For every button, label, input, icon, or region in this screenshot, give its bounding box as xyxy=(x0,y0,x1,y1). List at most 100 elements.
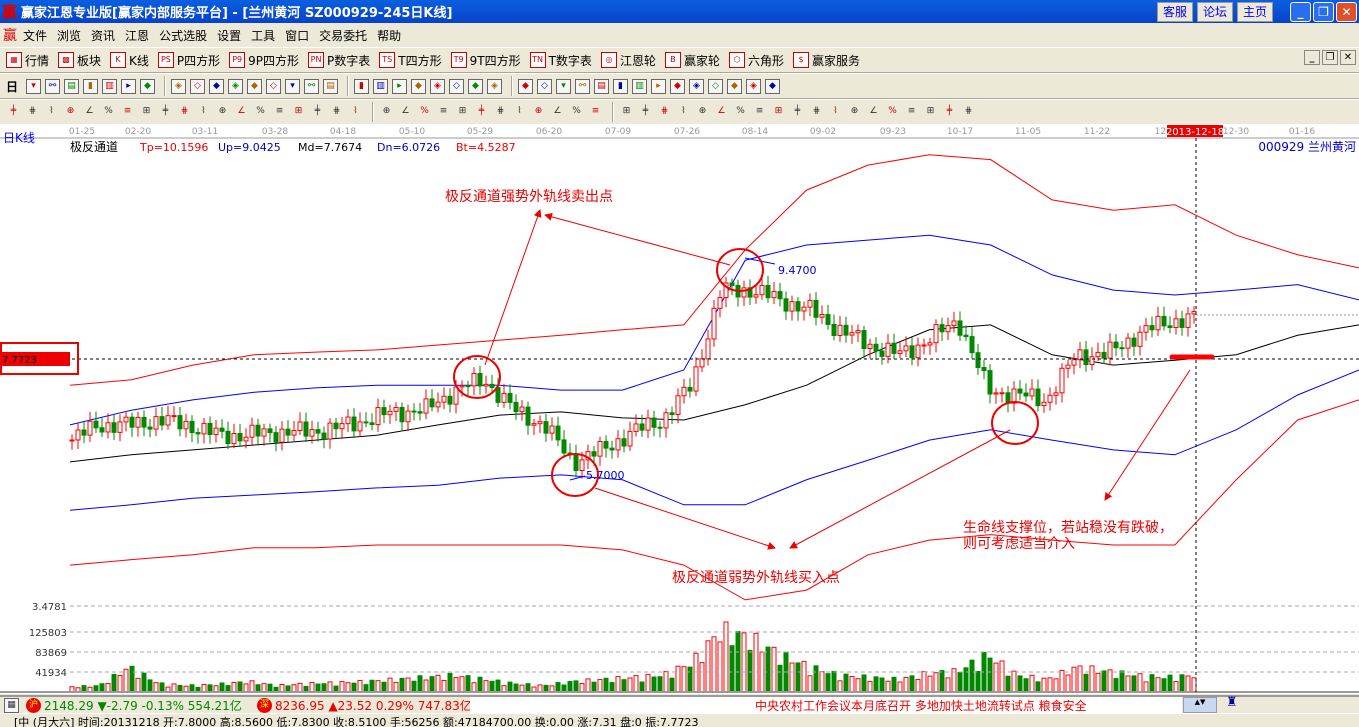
menu-browse[interactable]: 浏览 xyxy=(57,28,82,43)
toolbar-button-blocks[interactable]: ▩ 板块 xyxy=(58,52,101,69)
chart-tool-icon[interactable]: ◈ xyxy=(487,78,503,94)
mdi-restore-button[interactable]: ❐ xyxy=(1322,50,1338,65)
toolbar-button-gann-wheel[interactable]: ◎ 江恩轮 xyxy=(600,52,656,69)
chart-tool-icon[interactable]: ⚯ xyxy=(575,78,591,94)
menu-formula[interactable]: 公式选股 xyxy=(159,28,208,43)
menu-settings[interactable]: 设置 xyxy=(217,28,242,43)
chart-tool-icon[interactable]: ◆ xyxy=(670,78,686,94)
forum-button[interactable]: 论坛 xyxy=(1197,2,1233,22)
chart-tool-icon[interactable]: ◇ xyxy=(708,78,724,94)
chart-tool-icon[interactable]: ▾ xyxy=(556,78,572,94)
drawing-tool-icon[interactable]: ⊞ xyxy=(926,105,935,116)
chart-tool-icon[interactable]: ▸ xyxy=(651,78,667,94)
period-dropdown[interactable]: 日 xyxy=(6,79,19,94)
toolbar-button-t9[interactable]: T9 9T四方形 xyxy=(450,52,521,69)
drawing-tool-icon[interactable]: ╪ xyxy=(478,105,485,116)
chart-tool-icon[interactable]: ◈ xyxy=(430,78,446,94)
menu-gann[interactable]: 江恩 xyxy=(125,28,150,43)
chart-tool-icon[interactable]: ◈ xyxy=(228,78,244,94)
drawing-tool-icon[interactable]: ⋕ xyxy=(496,105,505,116)
drawing-tool-icon[interactable]: ⊕ xyxy=(66,105,75,116)
chart-tool-icon[interactable]: ▸ xyxy=(121,78,137,94)
drawing-tool-icon[interactable]: % xyxy=(888,105,897,116)
service-button[interactable]: 客服 xyxy=(1157,2,1193,22)
chart-tool-icon[interactable]: ◈ xyxy=(689,78,705,94)
chart-tool-icon[interactable]: ▮ xyxy=(83,78,99,94)
chart-tool-icon[interactable]: ◇ xyxy=(266,78,282,94)
drawing-tool-icon[interactable]: % xyxy=(420,105,429,116)
mdi-close-button[interactable]: ✕ xyxy=(1340,50,1356,65)
chart-tool-icon[interactable]: ▥ xyxy=(632,78,648,94)
drawing-tool-icon[interactable]: ⋕ xyxy=(180,105,189,116)
drawing-tool-icon[interactable]: ╪ xyxy=(162,105,169,116)
toolbar-button-ts[interactable]: TS T四方形 xyxy=(379,52,442,69)
chart-tool-icon[interactable]: ◇ xyxy=(449,78,465,94)
drawing-tool-icon[interactable]: ∠ xyxy=(869,105,878,116)
toolbar-button-hexagon[interactable]: ⬡ 六角形 xyxy=(728,52,784,69)
chart-tool-icon[interactable]: ◆ xyxy=(140,78,156,94)
chart-tool-icon[interactable]: ▥ xyxy=(102,78,118,94)
toolbar-button-ps[interactable]: PS P四方形 xyxy=(157,52,220,69)
minimize-button[interactable]: _ xyxy=(1290,2,1311,22)
drawing-tool-icon[interactable]: ╪ xyxy=(794,105,801,116)
chart-tool-icon[interactable]: ⚯ xyxy=(304,78,320,94)
drawing-tool-icon[interactable]: ⊞ xyxy=(294,105,303,116)
drawing-tool-icon[interactable]: ≡ xyxy=(439,105,448,116)
chart-tool-icon[interactable]: ◆ xyxy=(518,78,534,94)
drawing-tool-icon[interactable]: % xyxy=(256,105,265,116)
chart-tool-icon[interactable]: ◆ xyxy=(765,78,781,94)
chart-tool-icon[interactable]: ◇ xyxy=(537,78,553,94)
toolbar-button-big-wheel[interactable]: B 赢家轮 xyxy=(664,52,720,69)
drawing-tool-icon[interactable]: ╪ xyxy=(642,105,649,116)
chart-svg[interactable]: 01-25 02-20 03-11 03-28 04-18 05-10 05-29 06-20… xyxy=(0,124,1359,694)
drawing-tool-icon[interactable]: ∠ xyxy=(237,105,246,116)
mdi-minimize-button[interactable]: _ xyxy=(1304,50,1320,65)
drawing-tool-icon[interactable]: ╪ xyxy=(10,105,17,116)
drawing-tool-icon[interactable]: ⊞ xyxy=(622,105,631,116)
drawing-tool-icon[interactable]: ⋕ xyxy=(964,105,973,116)
chart-tool-icon[interactable]: ▤ xyxy=(64,78,80,94)
toolbar-button-tn[interactable]: TN T数字表 xyxy=(529,52,592,69)
ticker-scroll-buttons[interactable]: ▲▼ xyxy=(1183,697,1217,713)
drawing-tool-icon[interactable]: ⌇ xyxy=(201,105,206,116)
chart-tool-icon[interactable]: ◆ xyxy=(209,78,225,94)
news-ticker[interactable]: 中央农村工作会议本月底召开 多地加快土地流转试点 粮食安全 xyxy=(470,697,1182,713)
chart-tool-icon[interactable]: ▥ xyxy=(373,78,389,94)
chart-tool-icon[interactable]: ▸ xyxy=(392,78,408,94)
drawing-tool-icon[interactable]: ∠ xyxy=(553,105,562,116)
drawing-tool-icon[interactable]: ≡ xyxy=(123,105,132,116)
drawing-tool-icon[interactable]: ∠ xyxy=(85,105,94,116)
drawing-tool-icon[interactable]: % xyxy=(736,105,745,116)
toolbar-button-grid[interactable]: ▦ 行情 xyxy=(6,52,49,69)
drawing-tool-icon[interactable]: % xyxy=(572,105,581,116)
chart-tool-icon[interactable]: ▮ xyxy=(613,78,629,94)
drawing-tool-icon[interactable]: ⊕ xyxy=(698,105,707,116)
drawing-tool-icon[interactable]: % xyxy=(104,105,113,116)
chart-tool-icon[interactable]: ▮ xyxy=(354,78,370,94)
chart-tool-icon[interactable]: ◈ xyxy=(746,78,762,94)
homepage-button[interactable]: 主页 xyxy=(1237,2,1273,22)
chart-tool-icon[interactable]: ▾ xyxy=(26,78,42,94)
drawing-tool-icon[interactable]: ⊕ xyxy=(850,105,859,116)
maximize-button[interactable]: ❐ xyxy=(1313,2,1334,22)
drawing-tool-icon[interactable]: ⊕ xyxy=(382,105,391,116)
drawing-tool-icon[interactable]: ╪ xyxy=(314,105,321,116)
drawing-tool-icon[interactable]: ⋕ xyxy=(660,105,669,116)
chart-tool-icon[interactable]: ◆ xyxy=(247,78,263,94)
chart-tool-icon[interactable]: ▤ xyxy=(323,78,339,94)
drawing-tool-icon[interactable]: ⌇ xyxy=(49,105,54,116)
drawing-tool-icon[interactable]: ⊞ xyxy=(774,105,783,116)
drawing-tool-icon[interactable]: ⌇ xyxy=(833,105,838,116)
kline-chart[interactable]: 01-25 02-20 03-11 03-28 04-18 05-10 05-29 06-20… xyxy=(0,124,1359,694)
drawing-tool-icon[interactable]: ⌇ xyxy=(681,105,686,116)
drawing-tool-icon[interactable]: ≡ xyxy=(275,105,284,116)
drawing-tool-icon[interactable]: ∠ xyxy=(717,105,726,116)
drawing-tool-icon[interactable]: ⊕ xyxy=(218,105,227,116)
drawing-tool-icon[interactable]: ⋕ xyxy=(332,105,341,116)
menu-tools[interactable]: 工具 xyxy=(251,28,276,43)
chart-tool-icon[interactable]: ▤ xyxy=(594,78,610,94)
menu-file[interactable]: 文件 xyxy=(23,28,48,43)
menu-trade[interactable]: 交易委托 xyxy=(319,28,368,43)
drawing-tool-icon[interactable]: ╪ xyxy=(946,105,953,116)
drawing-tool-icon[interactable]: ≡ xyxy=(591,105,600,116)
